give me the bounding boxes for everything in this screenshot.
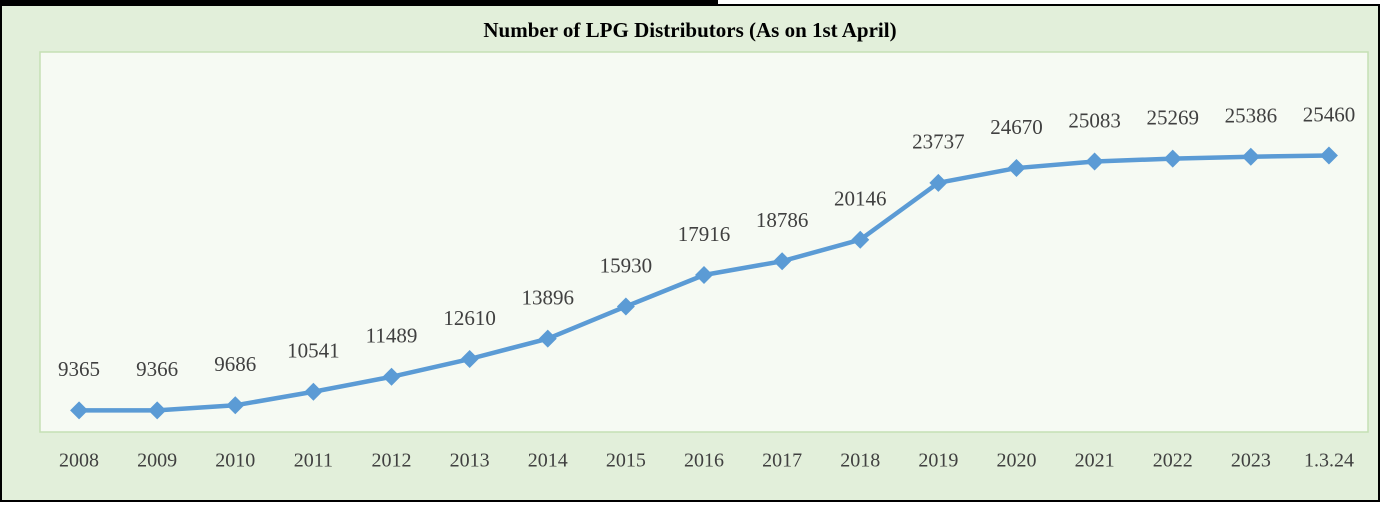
data-label: 25083: [1068, 108, 1121, 132]
x-tick-label: 2012: [372, 450, 412, 472]
data-label: 15930: [600, 253, 653, 277]
x-tick-label: 2016: [684, 450, 724, 472]
marker: [1007, 159, 1026, 178]
marker: [616, 297, 635, 316]
data-label: 9365: [58, 357, 100, 381]
marker: [1085, 152, 1104, 171]
marker: [382, 367, 401, 386]
x-tick-label: 2015: [606, 450, 646, 472]
marker: [851, 230, 870, 249]
x-tick-label: 2022: [1153, 450, 1193, 472]
x-tick-label: 2010: [215, 450, 255, 472]
marker: [929, 173, 948, 192]
marker: [460, 350, 479, 369]
data-label: 11489: [366, 324, 418, 348]
marker: [70, 401, 89, 420]
data-label: 23737: [912, 130, 965, 154]
marker: [1319, 146, 1338, 165]
x-tick-label: 2008: [59, 450, 99, 472]
x-tick-label: 2013: [450, 450, 490, 472]
x-tick-label: 2009: [137, 450, 177, 472]
marker: [226, 396, 245, 415]
data-label: 25386: [1225, 104, 1278, 128]
data-label: 9686: [214, 352, 256, 376]
x-tick-label: 2023: [1231, 450, 1271, 472]
data-label: 10541: [287, 339, 340, 363]
x-tick-label: 2019: [918, 450, 958, 472]
data-label: 20146: [834, 187, 887, 211]
x-tick-label: 2021: [1075, 450, 1115, 472]
plot-area: [39, 51, 1369, 433]
data-label: 13896: [522, 285, 575, 309]
x-tick-label: 2011: [294, 450, 333, 472]
marker: [538, 329, 557, 348]
x-tick-label: 2018: [840, 450, 880, 472]
x-tick-label: 2017: [762, 450, 802, 472]
x-tick-label: 1.3.24: [1304, 450, 1354, 472]
marker: [1163, 149, 1182, 168]
marker: [695, 265, 713, 284]
data-label: 17916: [678, 222, 731, 246]
marker: [304, 382, 323, 401]
x-tick-label: 2014: [528, 450, 568, 472]
data-label: 12610: [443, 306, 496, 330]
marker: [1241, 147, 1260, 166]
marker: [148, 401, 167, 420]
marker: [773, 252, 792, 271]
data-label: 18786: [756, 208, 809, 232]
data-label: 25460: [1303, 102, 1356, 126]
x-tick-label: 2020: [996, 450, 1036, 472]
chart-title: Number of LPG Distributors (As on 1st Ap…: [483, 18, 896, 42]
data-label: 25269: [1146, 105, 1199, 129]
data-label: 24670: [990, 115, 1043, 139]
data-label: 9366: [136, 357, 178, 381]
